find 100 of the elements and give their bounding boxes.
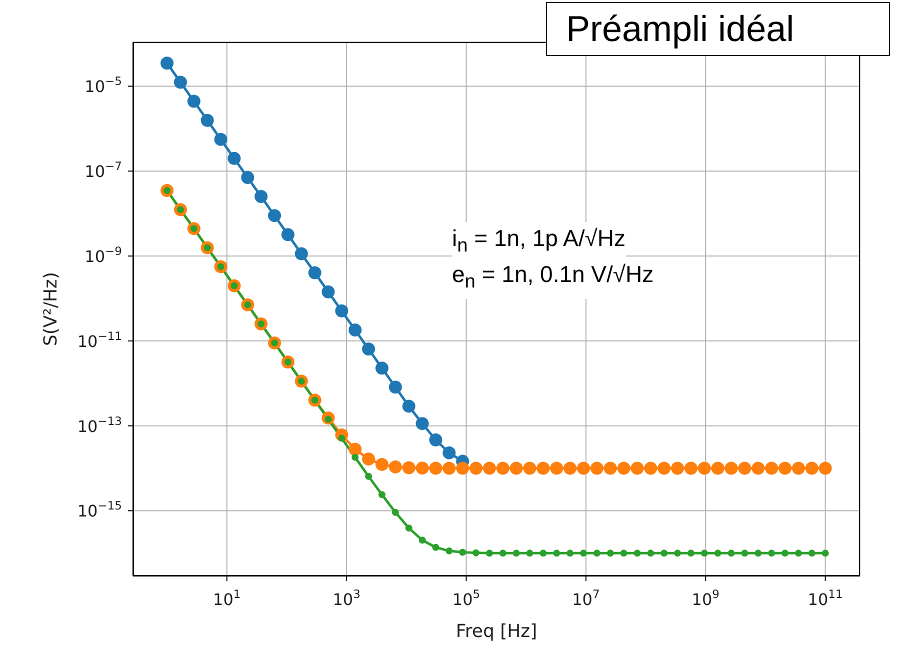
point <box>348 323 362 336</box>
point <box>268 209 282 222</box>
point <box>711 462 724 475</box>
point <box>416 417 429 430</box>
y-axis-title: S(V²/Hz) <box>40 272 62 346</box>
x-tick-label: 10$^{7}$ <box>572 587 600 609</box>
y-tick-label: 10$^{−5}$ <box>84 74 122 96</box>
point <box>644 462 658 475</box>
point <box>187 94 200 108</box>
x-tick-label: 10$^{9}$ <box>692 587 720 609</box>
point <box>294 247 308 260</box>
x-tick-label: 10$^{1}$ <box>213 587 241 609</box>
point <box>388 460 402 474</box>
point <box>808 550 816 557</box>
point <box>429 462 442 475</box>
point <box>241 170 254 184</box>
point <box>550 462 564 475</box>
point <box>580 550 587 557</box>
point <box>308 266 322 280</box>
point <box>378 491 386 498</box>
point <box>593 550 600 557</box>
point <box>352 454 359 461</box>
point <box>486 550 493 557</box>
point <box>805 462 818 475</box>
point <box>674 550 682 557</box>
point <box>512 550 520 557</box>
y-tick-label: 10$^{−13}$ <box>77 414 122 436</box>
point <box>590 462 604 475</box>
point <box>687 550 694 557</box>
point <box>362 452 376 466</box>
point <box>658 462 671 475</box>
point <box>442 462 456 475</box>
annotation: e$_{n}$ = 1n, 0.1n V/√Hz <box>452 258 654 299</box>
point <box>416 462 429 475</box>
point <box>200 114 214 127</box>
point <box>660 550 668 557</box>
point <box>647 550 654 557</box>
y-tick-label: 10$^{−15}$ <box>77 498 122 521</box>
point <box>526 550 534 557</box>
point <box>671 462 684 475</box>
point <box>322 285 335 298</box>
point <box>405 524 412 532</box>
point <box>456 462 470 475</box>
point <box>778 462 792 475</box>
x-tick-label: 10$^{5}$ <box>452 587 480 609</box>
point <box>392 508 399 516</box>
point <box>604 462 617 475</box>
point <box>335 304 348 318</box>
point <box>564 462 577 475</box>
x-tick-label: 10$^{11}$ <box>808 587 843 609</box>
point <box>470 462 483 475</box>
x-tick-label: 10$^{3}$ <box>332 587 360 609</box>
annotation: i$_{n}$ = 1n, 1p A/√Hz <box>452 222 626 263</box>
point <box>160 56 174 70</box>
point <box>818 462 832 475</box>
point <box>510 462 523 475</box>
point <box>700 550 708 557</box>
point <box>442 446 456 460</box>
y-tick-label: 10$^{−7}$ <box>84 159 122 182</box>
point <box>365 472 372 480</box>
point <box>698 462 711 475</box>
point <box>752 462 765 475</box>
point <box>754 550 762 557</box>
point <box>388 380 402 394</box>
point <box>714 550 722 557</box>
point <box>724 462 738 475</box>
point <box>634 550 641 557</box>
point <box>499 550 506 557</box>
point <box>576 462 590 475</box>
point <box>174 76 187 89</box>
point <box>566 550 574 557</box>
point <box>375 362 388 375</box>
point <box>617 462 630 475</box>
point <box>281 228 294 242</box>
point <box>432 544 440 551</box>
point <box>620 550 628 557</box>
point <box>214 132 228 146</box>
point <box>738 462 752 475</box>
point <box>684 462 698 475</box>
y-tick-label: 10$^{−9}$ <box>84 244 122 266</box>
y-tick-label: 10$^{−11}$ <box>77 328 122 351</box>
point <box>402 400 416 413</box>
point <box>228 152 241 165</box>
point <box>472 549 480 556</box>
point <box>536 462 550 475</box>
point <box>630 462 644 475</box>
point <box>741 550 748 557</box>
point <box>822 550 829 557</box>
point <box>540 550 547 557</box>
x-axis-title: Freq [Hz] <box>456 621 538 642</box>
point <box>482 462 496 475</box>
annotation: Préampli idéal <box>566 7 794 51</box>
point <box>446 547 453 554</box>
point <box>402 461 416 474</box>
point <box>606 550 614 557</box>
point <box>348 442 362 456</box>
point <box>782 550 788 557</box>
point <box>768 550 776 557</box>
point <box>429 433 442 446</box>
point <box>459 548 466 556</box>
